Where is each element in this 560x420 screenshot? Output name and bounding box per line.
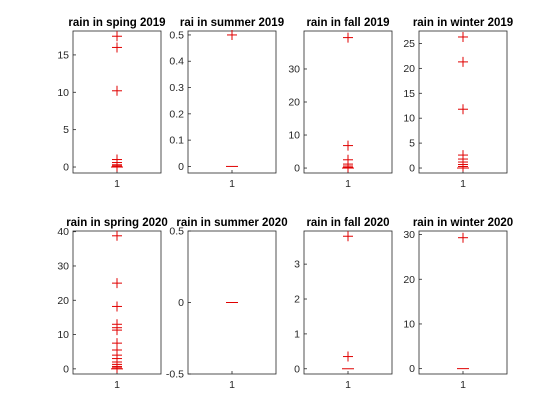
outlier-marker (112, 325, 122, 336)
subplot-8: 0 10 20 30 1 rain in winter 2020 (403, 217, 513, 391)
y-tick-label: 3 (294, 259, 300, 271)
y-tick-label: 0 (63, 363, 69, 375)
x-tick-label: 1 (229, 178, 235, 190)
axes-frame (418, 230, 508, 375)
y-tick-label: 0.3 (169, 82, 184, 94)
outlier-marker (112, 362, 122, 373)
x-tick-label: 1 (460, 379, 466, 391)
y-tick-label: 10 (57, 87, 69, 99)
outlier-marker (112, 161, 122, 172)
outlier-marker (112, 230, 122, 241)
y-tick-label: 0 (178, 161, 184, 173)
y-tick-label: 5 (409, 138, 415, 150)
y-tick-label: 30 (57, 260, 69, 272)
y-tick-label: 0.5 (169, 226, 184, 238)
outlier-marker (112, 278, 122, 289)
y-tick-label: 0 (409, 363, 415, 375)
y-tick-label: -0.5 (166, 369, 184, 381)
subplot-3: 0 10 20 30 1 rain in fall 2019 (288, 17, 393, 190)
y-tick-label: 40 (57, 226, 69, 238)
y-tick-label: 0 (63, 162, 69, 174)
outlier-marker (458, 232, 468, 243)
outlier-marker (112, 42, 122, 53)
y-tick-label: 10 (403, 318, 415, 330)
subplot-title: rain in summer 2020 (176, 217, 287, 229)
outlier-marker (343, 162, 353, 173)
axes-frame (418, 30, 508, 174)
x-tick-label: 1 (114, 178, 120, 190)
y-tick-label: 0.2 (169, 108, 184, 120)
y-tick-label: 0.1 (169, 135, 184, 147)
subplot-7: 0 1 2 3 1 rain in fall 2020 (294, 217, 393, 391)
subplot-title: rain in sping 2019 (68, 17, 165, 29)
subplot-title: rain in spring 2020 (66, 217, 168, 229)
subplot-title: rain in fall 2019 (306, 17, 389, 29)
subplot-title: rai in summer 2019 (180, 17, 284, 29)
outlier-marker (458, 56, 468, 67)
x-tick-label: 1 (114, 379, 120, 391)
y-tick-label: 10 (288, 130, 300, 142)
y-tick-label: 20 (288, 97, 300, 109)
subplot-1: 0 5 10 15 1 rain in sping 2019 (57, 17, 165, 190)
y-tick-label: 0 (409, 163, 415, 175)
axes-frame (303, 30, 393, 174)
outlier-marker (112, 31, 122, 42)
y-tick-label: 0 (294, 363, 300, 375)
y-tick-label: 30 (403, 229, 415, 241)
y-tick-label: 10 (403, 113, 415, 125)
y-tick-label: 20 (57, 295, 69, 307)
y-tick-label: 5 (63, 124, 69, 136)
outlier-marker (458, 31, 468, 42)
outlier-marker (343, 32, 353, 43)
outlier-marker (343, 140, 353, 151)
outlier-marker (112, 301, 122, 312)
axes-frame (187, 30, 277, 174)
y-tick-label: 15 (403, 88, 415, 100)
x-tick-label: 1 (345, 178, 351, 190)
axes-frame (303, 230, 393, 375)
y-tick-label: 2 (294, 294, 300, 306)
axes-frame (72, 30, 162, 174)
subplot-6: -0.5 0 0.5 1 rain in summer 2020 (166, 217, 288, 391)
y-tick-label: 20 (403, 63, 415, 75)
x-tick-label: 1 (460, 178, 466, 190)
subplot-title: rain in fall 2020 (306, 217, 389, 229)
subplot-title: rain in winter 2019 (413, 17, 513, 29)
y-tick-label: 30 (288, 63, 300, 75)
x-tick-label: 1 (345, 379, 351, 391)
outlier-marker (343, 231, 353, 242)
outlier-marker (458, 104, 468, 115)
x-tick-label: 1 (229, 379, 235, 391)
subplot-2: 0 0.1 0.2 0.3 0.4 0.5 1 rai in summer 2019 (169, 17, 284, 190)
y-tick-label: 25 (403, 38, 415, 50)
y-tick-label: 0.5 (169, 29, 184, 41)
y-tick-label: 0.4 (169, 56, 184, 68)
outlier-marker (227, 29, 237, 40)
y-tick-label: 1 (294, 328, 300, 340)
subplot-title: rain in winter 2020 (413, 217, 513, 229)
y-tick-label: 0 (178, 297, 184, 309)
y-tick-label: 0 (294, 163, 300, 175)
outlier-marker (112, 85, 122, 96)
outlier-marker (458, 161, 468, 172)
y-tick-label: 15 (57, 49, 69, 61)
y-tick-label: 20 (403, 274, 415, 286)
y-tick-label: 10 (57, 329, 69, 341)
subplot-4: 0 5 10 15 20 25 1 rain in winter 2019 (403, 17, 513, 190)
outlier-marker (343, 351, 353, 362)
subplot-5: 0 10 20 30 40 1 rain in spring 2020 (57, 217, 168, 391)
